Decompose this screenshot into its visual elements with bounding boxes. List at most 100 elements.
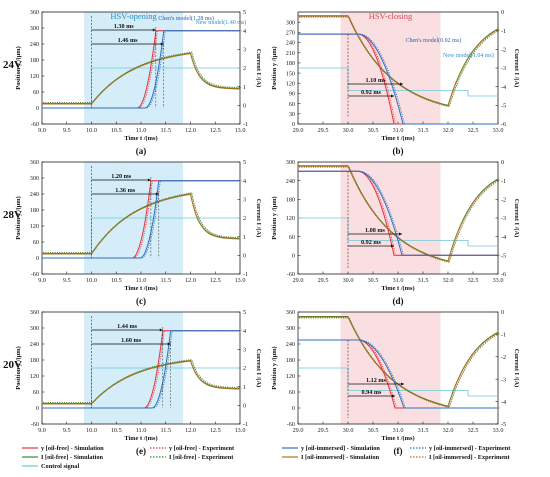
legend: y [oil-free] - Simulation y [oil-free] - … bbox=[22, 445, 511, 470]
y-tick-label: -60 bbox=[287, 271, 295, 278]
x-tick-label: 12.0 bbox=[185, 277, 196, 284]
y2-tick-label: -6 bbox=[501, 271, 506, 278]
position-curve-oil-immersed bbox=[298, 33, 498, 125]
x-tick-label: 11.5 bbox=[160, 127, 171, 134]
panel-label: (e) bbox=[136, 446, 146, 456]
y-tick-label: 150 bbox=[286, 70, 295, 77]
y-tick-label: 120 bbox=[30, 373, 39, 380]
y2-axis-label: Current I /(A) bbox=[513, 49, 520, 88]
current-exp-curve bbox=[299, 16, 500, 108]
position-exp-curve bbox=[43, 30, 242, 109]
y-tick-label: 240 bbox=[30, 191, 39, 198]
legend-label: I [oil-immersed] - Simulation bbox=[301, 454, 380, 461]
y2-tick-label: 3 bbox=[243, 47, 246, 54]
model-label: Chen's model(1.28 ms) bbox=[158, 15, 214, 22]
chart-panel-f: 29.0 29.5 30.0 30.5 31.0 31.5 32.0 32.5 33.0 -60 0… bbox=[271, 309, 520, 456]
y2-tick-label: 0 bbox=[243, 253, 246, 260]
y2-tick-label: -4 bbox=[501, 399, 506, 406]
x-tick-label: 10.0 bbox=[86, 277, 97, 284]
x-tick-label: 9.5 bbox=[63, 427, 71, 434]
y2-tick-label: 2 bbox=[243, 365, 246, 372]
y2-tick-label: -5 bbox=[501, 103, 506, 110]
x-tick-label: 10.5 bbox=[111, 277, 122, 284]
x-tick-label: 30.0 bbox=[343, 127, 354, 134]
x-axis-label: Time t /(ms) bbox=[381, 435, 414, 442]
y2-tick-label: -6 bbox=[501, 121, 506, 128]
model-label: New model(1.04 ms) bbox=[443, 52, 494, 59]
current-curve-oil-immersed bbox=[42, 360, 240, 405]
annotation-label: 1.12 ms bbox=[366, 377, 387, 384]
x-tick-label: 33.0 bbox=[493, 127, 504, 134]
y2-tick-label: 0 bbox=[243, 103, 246, 110]
annotation-label: 1.60 ms bbox=[121, 337, 142, 344]
legend-label: y [oil-immersed] - Experiment bbox=[429, 445, 511, 452]
x-tick-label: 11.5 bbox=[160, 277, 171, 284]
y2-tick-label: -4 bbox=[501, 234, 506, 241]
position-exp-curve bbox=[43, 330, 242, 409]
y-tick-label: 120 bbox=[30, 223, 39, 230]
legend-label: I [oil-free] - Experiment bbox=[169, 454, 234, 461]
legend-label: y [oil-free] - Experiment bbox=[169, 445, 235, 452]
y-tick-label: 240 bbox=[286, 40, 295, 47]
x-tick-label: 31.0 bbox=[393, 427, 404, 434]
current-exp-curve bbox=[43, 192, 242, 254]
x-tick-label: 29.0 bbox=[293, 427, 304, 434]
annotation-arrowhead bbox=[167, 342, 171, 346]
y-tick-label: 30 bbox=[289, 111, 295, 118]
y2-tick-label: -3 bbox=[501, 65, 506, 72]
legend-label: y [oil-immersed] - Simulation bbox=[301, 445, 380, 452]
x-tick-label: 31.5 bbox=[418, 277, 429, 284]
annotation-arrowhead bbox=[160, 42, 164, 46]
current-curve-oil-immersed bbox=[298, 316, 499, 408]
y2-tick-label: 4 bbox=[243, 178, 246, 185]
y2-tick-label: 3 bbox=[243, 197, 246, 204]
control-signal-line bbox=[298, 67, 498, 97]
y-tick-label: 360 bbox=[30, 9, 39, 16]
y2-tick-label: -4 bbox=[501, 84, 506, 91]
y2-tick-label: 4 bbox=[243, 328, 246, 335]
y-tick-label: 240 bbox=[30, 41, 39, 48]
annotation-label: 1.10 ms bbox=[366, 77, 387, 84]
annotation-label: 0.92 ms bbox=[361, 239, 382, 246]
y-tick-label: 60 bbox=[33, 239, 39, 246]
x-tick-label: 30.5 bbox=[368, 127, 379, 134]
x-tick-label: 13.0 bbox=[235, 427, 246, 434]
y2-tick-label: -1 bbox=[501, 178, 506, 185]
x-tick-label: 32.5 bbox=[468, 277, 479, 284]
y-tick-label: 300 bbox=[30, 25, 39, 32]
current-curve-oil-immersed bbox=[298, 165, 499, 263]
x-tick-label: 11.5 bbox=[160, 427, 171, 434]
y2-tick-label: -3 bbox=[501, 215, 506, 222]
y2-tick-label: 0 bbox=[243, 403, 246, 410]
model-label: New model(1.40 ms) bbox=[195, 19, 246, 26]
x-tick-label: 9.0 bbox=[38, 427, 46, 434]
x-tick-label: 12.5 bbox=[210, 127, 221, 134]
annotation-arrowhead bbox=[391, 244, 394, 248]
y-tick-label: 60 bbox=[33, 89, 39, 96]
y-axis-label: Position y /(μm) bbox=[15, 346, 22, 389]
y-tick-label: 0 bbox=[292, 121, 295, 128]
panel-title: HSV-opening bbox=[110, 11, 157, 21]
x-tick-label: 31.5 bbox=[418, 427, 429, 434]
y-tick-label: 120 bbox=[286, 373, 295, 380]
chart-panel-e: 9.0 9.5 10.0 10.5 11.0 11.5 12.0 12.5 13.0 -60 0 60… bbox=[15, 309, 262, 456]
y2-tick-label: -5 bbox=[501, 253, 506, 260]
annotation-label: 1.36 ms bbox=[115, 187, 136, 194]
y-tick-label: 300 bbox=[286, 19, 295, 26]
y2-tick-label: 5 bbox=[243, 309, 246, 316]
x-tick-label: 13.0 bbox=[235, 127, 246, 134]
panel-label: (c) bbox=[136, 296, 146, 306]
y2-tick-label: 1 bbox=[243, 234, 246, 241]
y-axis-label: Position y /(μm) bbox=[271, 196, 278, 239]
y2-tick-label: -1 bbox=[243, 271, 248, 278]
shaded-region bbox=[340, 312, 441, 424]
x-tick-label: 32.0 bbox=[443, 127, 454, 134]
y2-tick-label: 1 bbox=[243, 384, 246, 391]
x-tick-label: 9.5 bbox=[63, 277, 71, 284]
y2-axis-label: Current I /(A) bbox=[255, 199, 262, 238]
x-tick-label: 33.0 bbox=[493, 277, 504, 284]
y2-axis-label: Current I /(A) bbox=[255, 349, 262, 388]
y2-tick-label: -1 bbox=[501, 28, 506, 35]
position-exp-curve bbox=[299, 33, 500, 125]
y-tick-label: 60 bbox=[289, 389, 295, 396]
